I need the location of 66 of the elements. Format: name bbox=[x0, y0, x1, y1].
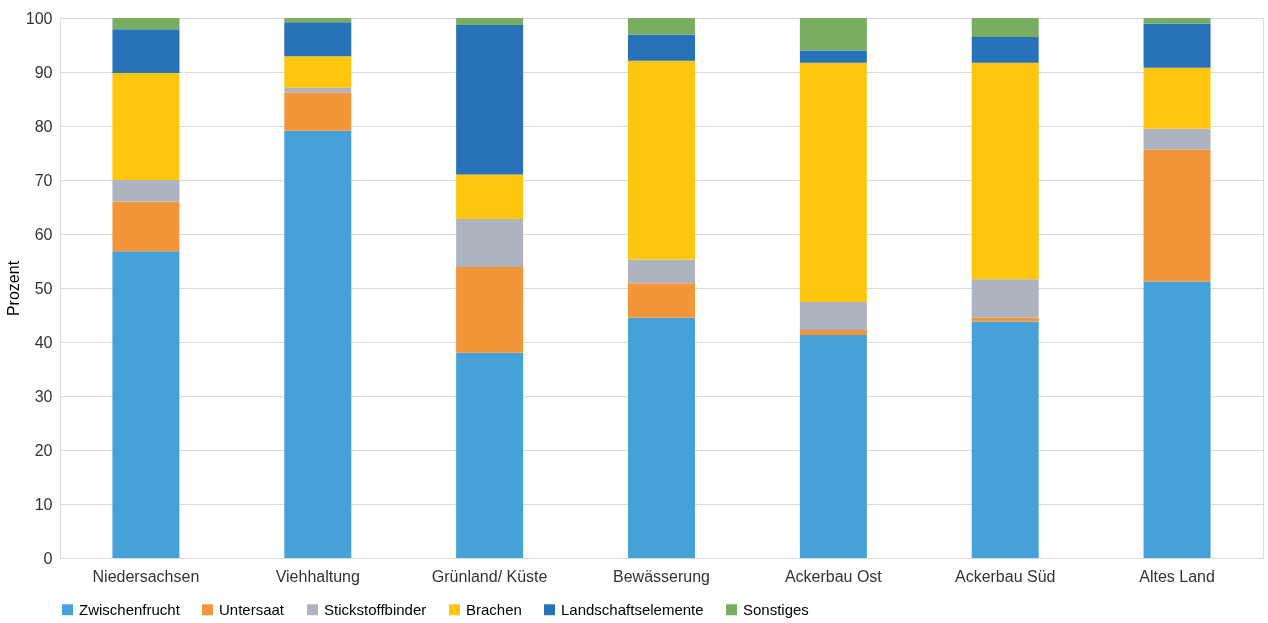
bar bbox=[1143, 23, 1211, 68]
bar bbox=[971, 321, 1039, 558]
x-tick-label: Niedersachsen bbox=[92, 567, 200, 585]
bar bbox=[628, 317, 695, 558]
x-tick-label: Ackerbau Süd bbox=[954, 567, 1056, 585]
x-tick-label: Bewässerung bbox=[613, 567, 710, 585]
y-tick-label: 40 bbox=[34, 333, 53, 351]
legend-label: Zwischenfrucht bbox=[79, 600, 181, 618]
y-tick-label: 20 bbox=[34, 441, 53, 459]
y-tick-label: 0 bbox=[43, 549, 53, 567]
bar bbox=[284, 56, 352, 88]
bar bbox=[1143, 67, 1211, 129]
bar bbox=[1143, 128, 1211, 150]
bar bbox=[456, 174, 524, 219]
bar bbox=[628, 34, 695, 61]
bar bbox=[112, 18, 180, 30]
bar bbox=[799, 334, 867, 558]
bar bbox=[1143, 281, 1211, 558]
bar bbox=[456, 352, 524, 558]
y-tick-label: 60 bbox=[34, 225, 53, 243]
y-tick-label: 10 bbox=[34, 495, 53, 513]
y-tick-label: 80 bbox=[34, 117, 53, 135]
legend-label: Sonstiges bbox=[743, 600, 809, 618]
legend-label: Stickstoffbinder bbox=[324, 600, 427, 618]
legend-label: Landschaftselemente bbox=[561, 600, 704, 618]
y-tick-label: 50 bbox=[34, 279, 53, 297]
x-tick-label: Ackerbau Ost bbox=[784, 567, 883, 585]
y-axis-title: Prozent bbox=[4, 260, 22, 317]
bar bbox=[112, 73, 180, 180]
bar bbox=[456, 25, 524, 175]
bar bbox=[628, 283, 695, 318]
y-tick-label: 90 bbox=[34, 63, 53, 81]
bar bbox=[971, 36, 1039, 63]
y-tick-label: 100 bbox=[25, 9, 53, 27]
bar bbox=[971, 279, 1039, 318]
bar bbox=[971, 18, 1039, 37]
bar bbox=[799, 62, 867, 303]
bar bbox=[456, 18, 524, 26]
bar bbox=[284, 92, 352, 131]
bar bbox=[628, 60, 695, 260]
bar bbox=[284, 87, 352, 93]
y-tick-label: 70 bbox=[34, 171, 53, 189]
bar bbox=[1143, 18, 1211, 24]
bar bbox=[284, 130, 352, 558]
bar bbox=[112, 251, 180, 558]
bar bbox=[799, 50, 867, 63]
bar bbox=[628, 18, 695, 35]
bar bbox=[112, 180, 180, 202]
x-tick-label: Altes Land bbox=[1139, 567, 1215, 585]
x-tick-label: Grünland/ Küste bbox=[431, 567, 548, 585]
bar bbox=[799, 18, 867, 51]
bar bbox=[628, 259, 695, 284]
bar bbox=[456, 266, 524, 353]
x-tick-label: Viehhaltung bbox=[275, 567, 360, 585]
bar bbox=[112, 29, 180, 74]
bar bbox=[284, 22, 352, 57]
bar bbox=[456, 218, 524, 267]
legend-label: Brachen bbox=[466, 600, 522, 618]
y-tick-label: 30 bbox=[34, 387, 53, 405]
bar bbox=[799, 302, 867, 331]
bar bbox=[971, 62, 1039, 280]
legend-label: Untersaat bbox=[219, 600, 285, 618]
bar bbox=[284, 18, 352, 23]
bar bbox=[799, 330, 867, 335]
bar bbox=[1143, 149, 1211, 282]
bar bbox=[112, 201, 180, 252]
